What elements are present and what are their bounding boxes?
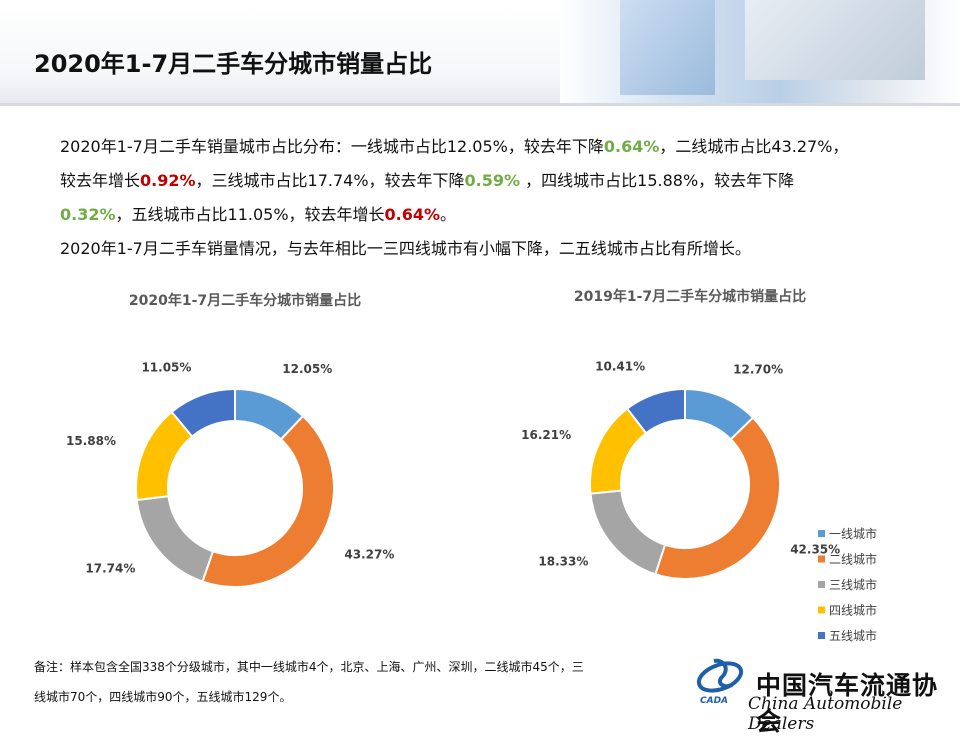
data-label: 42.35% (790, 543, 840, 557)
text-run: ，二线城市占比43.27%， (659, 137, 849, 156)
donut-slice (625, 387, 686, 435)
header-banner (0, 0, 960, 106)
increase-value: 0.64% (384, 205, 441, 224)
data-label: 12.05% (282, 362, 332, 376)
header-divider (0, 103, 960, 106)
summary-line: 较去年增长0.92%，三线城市占比17.74%，较去年下降0.59% ，四线城市… (60, 164, 940, 198)
data-label: 43.27% (344, 547, 394, 561)
legend-swatch (818, 581, 825, 588)
legend-entry: 一线城市 (829, 526, 877, 541)
summary-line: 0.32%，五线城市占比11.05%，较去年增长0.64%。 (60, 198, 940, 232)
legend-swatch (818, 632, 825, 639)
legend-swatch (818, 555, 825, 563)
text-run: 较去年增长 (60, 171, 141, 190)
footnote: 备注：样本包含全国338个分级城市，其中一线城市4个，北京、上海、广州、深圳，二… (34, 652, 654, 712)
donut-slice (170, 387, 236, 438)
donut-slice (135, 495, 215, 583)
summary-line: 2020年1-7月二手车销量城市占比分布：一线城市占比12.05%，较去年下降0… (60, 130, 940, 164)
footnote-line: 线城市70个，四线城市90个，五线城市129个。 (34, 690, 292, 704)
data-label: 17.74% (85, 561, 135, 575)
data-label: 16.21% (521, 428, 571, 442)
legend-entry: 三线城市 (829, 577, 877, 592)
footnote-line: 备注：样本包含全国338个分级城市，其中一线城市4个，北京、上海、广州、深圳，二… (34, 660, 584, 674)
decorative-cube (620, 0, 715, 95)
data-label: 11.05% (141, 361, 191, 375)
legend-swatch (818, 606, 825, 614)
decrease-value: 0.64% (603, 137, 660, 156)
donut-slice (201, 414, 335, 588)
legend-entry: 二线城市 (829, 552, 877, 567)
decrease-value: 0.32% (60, 205, 116, 224)
cada-logo-icon: CADA (696, 658, 744, 705)
chart-title: 2020年1-7月二手车分城市销量占比 (129, 292, 361, 309)
summary-line: 2020年1-7月二手车销量情况，与去年相比一三四线城市有小幅下降，二五线城市占… (60, 239, 751, 258)
text-run: 。 (440, 205, 457, 224)
increase-value: 0.92% (140, 171, 196, 190)
donut-slice (654, 416, 781, 580)
slide-title: 2020年1-7月二手车分城市销量占比 (34, 50, 433, 78)
donut-slice (589, 489, 667, 576)
logo-english-name: China Automobile Dealers (748, 694, 903, 734)
logo-icon-text: CADA (700, 696, 728, 705)
data-label: 18.33% (538, 555, 588, 569)
chart-title: 2019年1-7月二手车分城市销量占比 (574, 288, 806, 305)
legend-entry: 四线城市 (829, 603, 877, 618)
summary-paragraph: 2020年1-7月二手车销量城市占比分布：一线城市占比12.05%，较去年下降0… (60, 130, 940, 266)
text-run: ，五线城市占比11.05%，较去年增长 (115, 205, 385, 224)
data-label: 15.88% (66, 434, 116, 448)
legend-swatch (818, 530, 825, 537)
decorative-cube (745, 0, 925, 80)
data-label: 10.41% (595, 360, 645, 374)
text-run: ，四线城市占比15.88%，较去年下降 (520, 171, 795, 190)
decrease-value: 0.59% (464, 171, 521, 190)
data-label: 12.70% (733, 363, 783, 377)
text-run: ，三线城市占比17.74%，较去年下降 (195, 171, 465, 190)
charts-canvas: 2020年1-7月二手车分城市销量占比 12.05% 43.27% 17.74% 15.… (66, 288, 877, 643)
legend-entry: 五线城市 (829, 628, 877, 643)
text-run: 2020年1-7月二手车销量城市占比分布：一线城市占比12.05%，较去年下降 (60, 137, 604, 156)
